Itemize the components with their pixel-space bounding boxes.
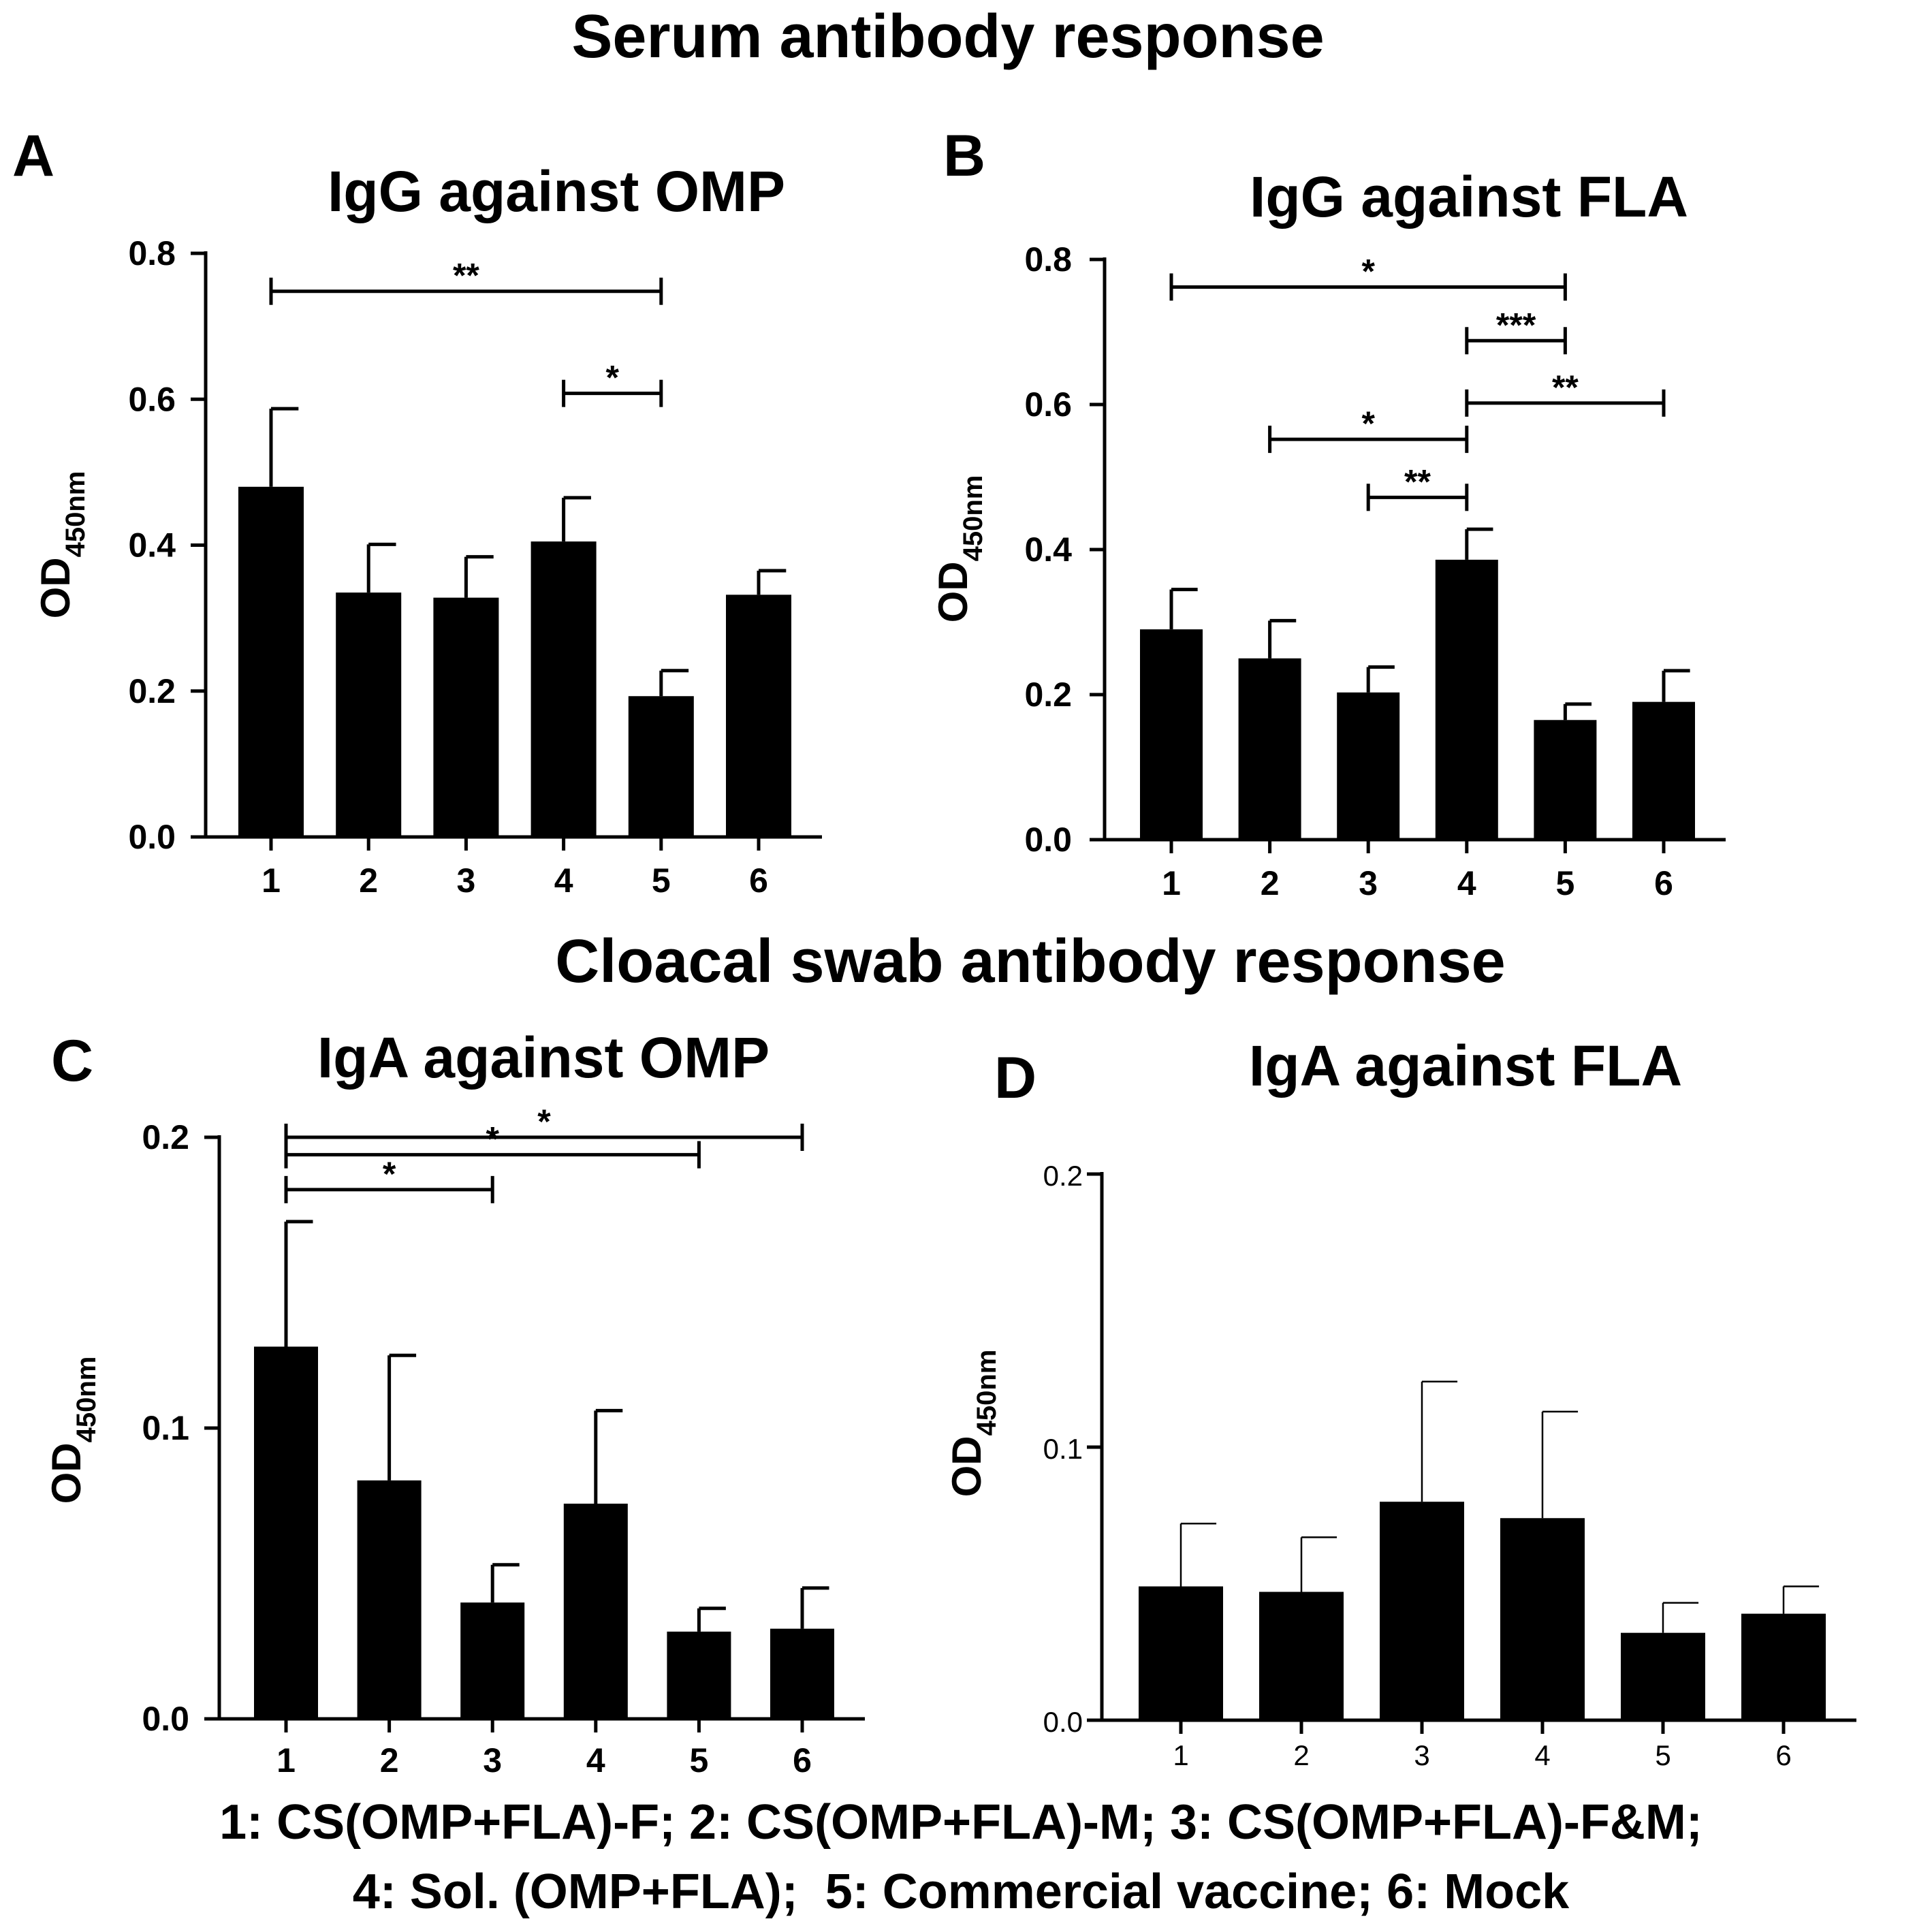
bar-a-4 — [530, 541, 597, 837]
x-tick-label-b: 5 — [1555, 864, 1574, 902]
section-title-cloacal: Cloacal swab antibody response — [555, 928, 1505, 996]
section-title-serum: Serum antibody response — [571, 3, 1324, 71]
y-axis-label-a: OD450nm — [33, 471, 91, 619]
y-tick-label-b: 0.4 — [1024, 530, 1072, 569]
x-tick-label-a: 4 — [554, 861, 573, 900]
x-tick-label-b: 3 — [1359, 864, 1378, 902]
x-tick-label-b: 1 — [1162, 864, 1181, 902]
panel-letter-a: A — [12, 123, 54, 189]
significance-label-c: * — [537, 1103, 551, 1141]
y-tick-label-b: 0.0 — [1024, 821, 1072, 859]
significance-label-c: * — [486, 1120, 499, 1158]
x-tick-label-c: 1 — [276, 1741, 296, 1779]
bar-d-2 — [1259, 1591, 1344, 1720]
significance-label-b: ** — [1552, 368, 1579, 407]
legend-line-1: 1: CS(OMP+FLA)-F; 2: CS(OMP+FLA)-M; 3: C… — [219, 1795, 1703, 1850]
y-tick-label-a: 0.4 — [128, 526, 176, 565]
x-tick-label-a: 1 — [262, 861, 281, 900]
bar-b-6 — [1632, 701, 1695, 840]
y-axis-label-d: OD450nm — [944, 1350, 1002, 1498]
y-tick-label-c: 0.2 — [142, 1118, 189, 1156]
panel-d: D IgA against FLA OD450nm 0.0 0.1 0.2 1 2 3 4 5 6 — [944, 1034, 1856, 1771]
bar-c-1 — [254, 1346, 318, 1719]
significance-label-c: * — [383, 1155, 396, 1193]
bar-a-5 — [628, 696, 694, 837]
y-tick-label-a: 0.2 — [128, 672, 176, 710]
significance-label-b: * — [1361, 252, 1375, 290]
x-tick-label-b: 4 — [1457, 864, 1476, 902]
significance-label-b: * — [1361, 405, 1375, 443]
chart-title-a: IgG against OMP — [328, 159, 785, 223]
panel-b: B IgG against FLA OD450nm 0.0 0.2 0.4 0.6 0.8 1 2… — [930, 123, 1726, 902]
x-tick-label-d: 3 — [1414, 1739, 1429, 1771]
x-tick-label-b: 2 — [1261, 864, 1280, 902]
bar-b-2 — [1238, 658, 1301, 840]
x-tick-label-d: 2 — [1293, 1739, 1309, 1771]
x-tick-label-b: 6 — [1654, 864, 1673, 902]
x-tick-label-d: 4 — [1534, 1739, 1550, 1771]
panel-letter-b: B — [943, 123, 985, 189]
legend-line-2: 4: Sol. (OMP+FLA); 5: Commercial vaccine… — [353, 1865, 1570, 1919]
y-tick-label-a: 0.8 — [128, 234, 176, 272]
chart-title-d: IgA against FLA — [1249, 1034, 1682, 1098]
bar-d-1 — [1139, 1586, 1223, 1720]
y-tick-label-d: 0.0 — [1043, 1706, 1083, 1738]
bar-a-1 — [238, 486, 304, 837]
significance-label-a: * — [605, 359, 619, 397]
panel-letter-c: C — [51, 1028, 93, 1094]
x-tick-label-a: 6 — [749, 861, 768, 900]
x-tick-label-a: 3 — [456, 861, 475, 900]
significance-label-b: *** — [1496, 306, 1536, 344]
significance-label-a: ** — [453, 257, 479, 295]
y-tick-label-c: 0.0 — [142, 1700, 189, 1738]
y-axis-label-c: OD450nm — [44, 1357, 101, 1504]
chart-title-c: IgA against OMP — [317, 1026, 770, 1090]
x-tick-label-c: 3 — [483, 1741, 502, 1779]
x-tick-label-d: 5 — [1655, 1739, 1670, 1771]
bar-d-3 — [1380, 1502, 1464, 1720]
bar-a-6 — [726, 595, 791, 837]
bar-c-2 — [357, 1480, 422, 1719]
bar-a-2 — [336, 592, 402, 837]
bar-b-5 — [1534, 720, 1597, 840]
panel-c: C IgA against OMP OD450nm 0.0 0.1 0.2 1 2 3 4 5 6 * *… — [44, 1026, 865, 1779]
bar-b-3 — [1337, 692, 1400, 840]
x-tick-label-c: 4 — [586, 1741, 605, 1779]
y-tick-label-d: 0.2 — [1043, 1160, 1083, 1192]
bar-b-1 — [1140, 629, 1203, 840]
x-tick-label-a: 5 — [652, 861, 671, 900]
x-tick-label-a: 2 — [359, 861, 378, 900]
bar-c-4 — [563, 1504, 628, 1719]
bar-c-5 — [667, 1631, 731, 1719]
panel-a: A IgG against OMP OD450nm 0.0 0.2 0.4 0.6 0.8 1 2… — [12, 123, 822, 900]
chart-title-b: IgG against FLA — [1250, 165, 1688, 229]
bar-c-3 — [460, 1602, 525, 1719]
bar-c-6 — [770, 1628, 834, 1719]
x-tick-label-c: 6 — [793, 1741, 812, 1779]
y-tick-label-d: 0.1 — [1043, 1433, 1083, 1465]
y-tick-label-b: 0.8 — [1024, 240, 1072, 279]
x-tick-label-d: 1 — [1173, 1739, 1188, 1771]
bar-d-4 — [1500, 1518, 1585, 1720]
y-tick-label-a: 0.0 — [128, 818, 176, 856]
bar-b-4 — [1435, 559, 1498, 840]
x-tick-label-d: 6 — [1775, 1739, 1791, 1771]
bar-d-5 — [1621, 1632, 1705, 1720]
y-tick-label-b: 0.6 — [1024, 385, 1072, 424]
panel-letter-d: D — [994, 1045, 1036, 1111]
bar-a-3 — [433, 597, 499, 837]
x-tick-label-c: 5 — [689, 1741, 708, 1779]
y-tick-label-c: 0.1 — [142, 1409, 189, 1447]
y-axis-label-b: OD450nm — [930, 475, 988, 623]
y-tick-label-a: 0.6 — [128, 380, 176, 418]
significance-label-b: ** — [1404, 462, 1431, 501]
y-tick-label-b: 0.2 — [1024, 676, 1072, 714]
bar-d-6 — [1741, 1613, 1826, 1720]
x-tick-label-c: 2 — [380, 1741, 399, 1779]
